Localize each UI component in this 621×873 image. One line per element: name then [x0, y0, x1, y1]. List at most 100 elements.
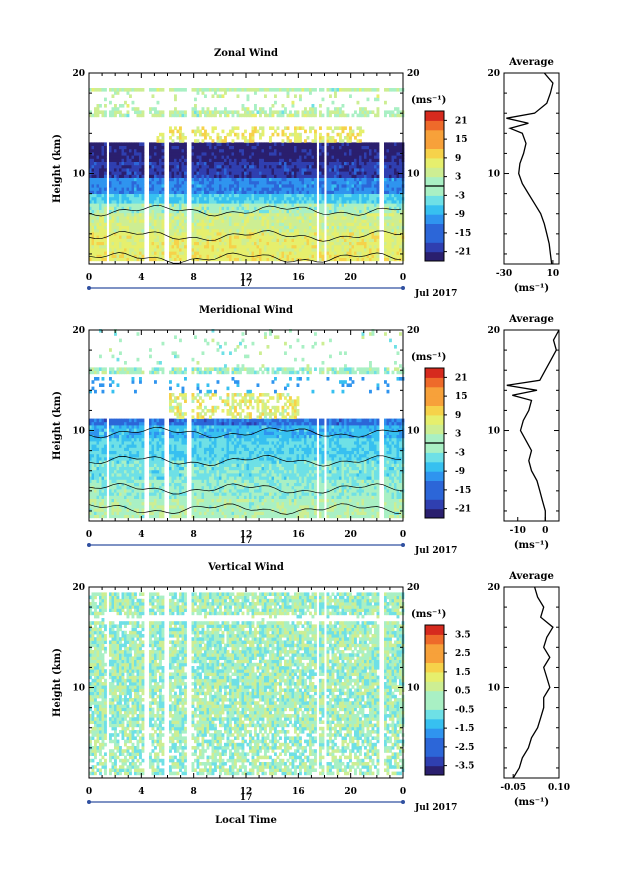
heatmap-cell	[199, 244, 202, 249]
heatmap-cell	[311, 232, 315, 236]
heatmap-cell	[291, 222, 295, 226]
heatmap-cell	[149, 196, 152, 201]
heatmap-cell	[216, 145, 220, 150]
heatmap-cell	[241, 152, 245, 156]
heatmap-cell	[126, 110, 130, 114]
heatmap-cell	[119, 257, 122, 262]
heatmap-cell	[176, 232, 180, 236]
heatmap-cell	[181, 145, 185, 150]
heatmap-cell	[134, 168, 137, 172]
heatmap-cell	[299, 241, 302, 246]
heatmap-cell	[356, 206, 360, 210]
heatmap-cell	[291, 104, 295, 108]
heatmap-cell	[314, 171, 317, 175]
heatmap-cell	[214, 161, 217, 166]
heatmap-cell	[366, 184, 370, 188]
heatmap-cell	[261, 212, 265, 217]
heatmap-cell	[114, 168, 117, 172]
heatmap-cell	[101, 196, 105, 201]
heatmap-cell	[326, 190, 330, 194]
heatmap-cell	[256, 248, 260, 252]
heatmap-cell	[236, 180, 240, 185]
heatmap-cell	[264, 232, 267, 236]
heatmap-cell	[116, 148, 120, 153]
heatmap-cell	[366, 110, 370, 114]
heatmap-cell	[89, 244, 92, 249]
heatmap-cell	[241, 136, 245, 140]
heatmap-cell	[199, 238, 202, 242]
heatmap-cell	[224, 139, 227, 143]
heatmap-cell	[289, 177, 292, 182]
heatmap-cell	[249, 148, 252, 153]
heatmap-cell	[341, 155, 345, 159]
heatmap-cell	[116, 235, 120, 239]
heatmap-cell	[351, 251, 355, 255]
heatmap-cell	[214, 158, 217, 162]
heatmap-cell	[96, 232, 100, 236]
heatmap-cell	[289, 225, 292, 230]
heatmap-cell	[351, 209, 355, 214]
heatmap-cell	[244, 244, 247, 249]
heatmap-cell	[261, 257, 265, 262]
heatmap-cell	[366, 254, 370, 258]
heatmap-cell	[94, 203, 97, 207]
heatmap-cell	[359, 142, 362, 146]
heatmap-cell	[331, 88, 335, 92]
heatmap-cell	[331, 161, 335, 166]
heatmap-cell	[126, 251, 130, 255]
heatmap-cell	[96, 206, 100, 210]
heatmap-cell	[119, 142, 122, 146]
heatmap-cell	[296, 110, 300, 114]
heatmap-cell	[216, 168, 220, 172]
heatmap-cell	[156, 136, 160, 140]
heatmap-cell	[291, 158, 295, 162]
heatmap-cell	[334, 164, 337, 169]
heatmap-cell	[376, 148, 380, 153]
heatmap-cell	[249, 228, 252, 233]
heatmap-cell	[231, 216, 235, 220]
heatmap-cell	[184, 190, 187, 194]
heatmap-cell	[311, 174, 315, 178]
heatmap-cell	[156, 216, 160, 220]
heatmap-cell	[361, 129, 365, 134]
profile-frame	[503, 72, 560, 265]
heatmap-cell	[284, 222, 287, 226]
heatmap-cell	[374, 200, 377, 204]
heatmap-cell	[311, 113, 315, 118]
heatmap-cell	[351, 161, 355, 166]
heatmap-cell	[271, 177, 275, 182]
heatmap-cell	[341, 190, 345, 194]
heatmap-cell	[361, 241, 365, 246]
heatmap-cell	[291, 177, 295, 182]
heatmap-cell	[159, 238, 162, 242]
heatmap-cell	[216, 158, 220, 162]
heatmap-cell	[309, 225, 312, 230]
heatmap-cell	[201, 161, 205, 166]
heatmap-cell	[94, 244, 97, 249]
heatmap-cell	[104, 251, 107, 255]
heatmap-cell	[254, 184, 257, 188]
heatmap-cell	[296, 113, 300, 118]
heatmap-cell	[261, 190, 265, 194]
heatmap-cell	[129, 212, 132, 217]
heatmap-cell	[204, 158, 207, 162]
colorbar-segment	[425, 129, 444, 140]
heatmap-cell	[359, 164, 362, 169]
heatmap-cell	[254, 216, 257, 220]
heatmap-cell	[99, 88, 102, 92]
heatmap-cell	[191, 225, 195, 230]
heatmap-cell	[264, 184, 267, 188]
heatmap-cell	[184, 193, 187, 198]
heatmap-cell	[219, 152, 222, 156]
heatmap-cell	[176, 187, 180, 191]
heatmap-cell	[399, 145, 402, 150]
heatmap-cell	[376, 161, 380, 166]
heatmap-cell	[351, 88, 355, 92]
heatmap-cell	[359, 222, 362, 226]
heatmap-cell	[284, 238, 287, 242]
heatmap-cell	[354, 164, 357, 169]
heatmap-cell	[226, 110, 230, 114]
heatmap-cell	[91, 196, 95, 201]
heatmap-cell	[221, 241, 225, 246]
heatmap-cell	[336, 132, 340, 137]
